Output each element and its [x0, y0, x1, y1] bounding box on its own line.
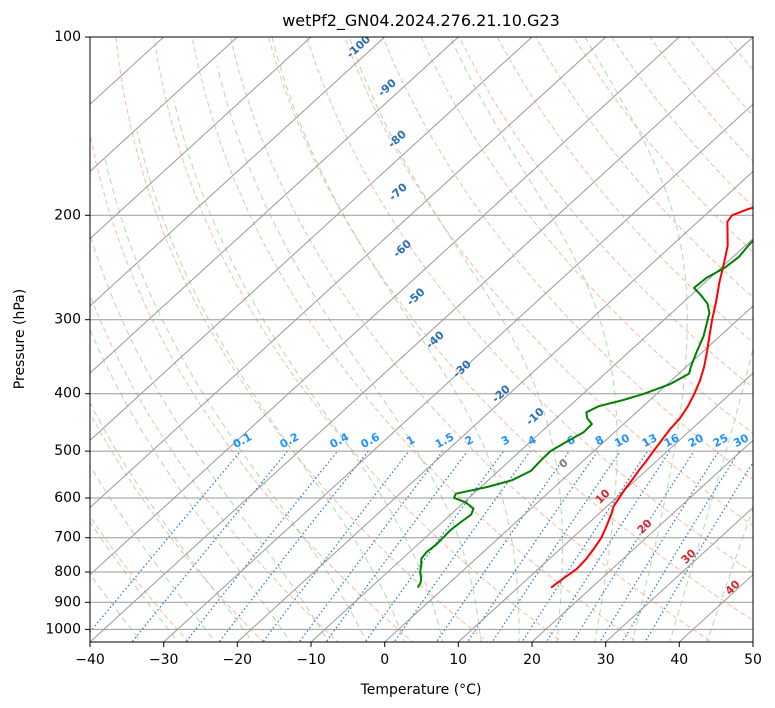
x-axis-ticks: −40 −30 −20 −10 0 10 20 30 40 50	[75, 642, 762, 668]
x-tick-label: 20	[523, 652, 541, 668]
mixing-ratio-label: 30	[731, 431, 751, 450]
moist-adiabat-line	[271, 37, 520, 642]
x-tick-label: 0	[380, 652, 389, 668]
x-tick-label: −20	[223, 652, 253, 668]
isotherm-line	[90, 37, 607, 509]
mixing-ratio-label: 13	[640, 431, 660, 450]
y-tick-label: 1000	[45, 621, 81, 637]
moist-adiabat-line	[104, 157, 367, 642]
mixing-ratio-line	[364, 450, 505, 642]
mixing-ratio-line	[545, 450, 671, 642]
moist-adiabat-line	[706, 507, 753, 642]
isotherm-line	[90, 37, 238, 173]
y-tick-label: 400	[54, 386, 81, 402]
mixing-ratio-line	[262, 450, 410, 642]
x-tick-label: 50	[744, 652, 762, 668]
plot-area: -100-90-80-70-60-50-40-30-20-10 0.1 0.2 0.…	[90, 37, 753, 642]
x-tick-label: 10	[449, 652, 467, 668]
mixing-ratio-line	[435, 450, 570, 642]
isotherm-line	[90, 37, 753, 642]
moist-adiabat-line	[90, 232, 329, 642]
moist-adiabat-line	[90, 401, 254, 642]
y-axis-label: Pressure (hPa)	[12, 289, 28, 389]
moist-adiabat-line	[90, 464, 216, 642]
dry-adiabat-line	[420, 37, 753, 435]
mixing-ratio-line	[491, 450, 621, 642]
dry-adiabat-line	[153, 37, 564, 642]
y-tick-label: 200	[54, 207, 81, 223]
mixing-ratio-line	[521, 450, 649, 642]
moist-adiabat-line	[136, 130, 406, 642]
y-tick-label: 300	[54, 312, 81, 328]
mixing-ratio-label: 10	[612, 431, 632, 450]
y-tick-label: 700	[54, 530, 81, 546]
isotherm-line	[310, 237, 753, 642]
dry-adiabat-line	[90, 293, 339, 642]
dry-adiabat-line	[611, 37, 753, 208]
isotherm-line	[384, 305, 753, 642]
y-tick-label: 800	[54, 564, 81, 580]
mixing-ratio-line	[393, 450, 531, 642]
dry-adiabat-line	[268, 37, 753, 622]
sounding-profiles	[416, 206, 753, 589]
isotherm-line	[531, 439, 753, 642]
dry-adiabats	[90, 37, 753, 642]
dry-adiabat-line	[496, 37, 753, 344]
y-axis-ticks: 100 200 300 400 500 600 700 800 900 1000	[45, 29, 90, 637]
isotherms	[90, 37, 753, 642]
chart-title: wetPf2_GN04.2024.276.21.10.G23	[282, 11, 560, 31]
dry-adiabat-line	[191, 37, 638, 642]
x-tick-label: −40	[75, 652, 105, 668]
moist-adiabat-line	[348, 37, 563, 642]
mixing-ratio-line	[184, 450, 339, 642]
isotherm-line	[90, 37, 459, 374]
isotherm-line	[605, 506, 753, 642]
dry-adiabat-line	[90, 131, 414, 642]
plot-frame	[89, 36, 754, 643]
x-tick-label: −30	[149, 652, 179, 668]
isotherm-line	[90, 37, 533, 442]
dry-adiabat-line	[344, 37, 753, 527]
x-tick-label: 40	[670, 652, 688, 668]
moist-adiabat-line	[90, 328, 291, 642]
dry-adiabat-line	[535, 37, 753, 298]
moist-adiabat-line	[90, 572, 142, 642]
dry-adiabat-line	[382, 37, 753, 481]
isotherm-line	[163, 103, 753, 642]
temperature-line	[550, 206, 753, 589]
moist-adiabat-line	[173, 100, 444, 642]
moist-adiabat-line	[216, 66, 482, 642]
y-tick-label: 600	[54, 490, 81, 506]
mixing-ratio-label: 16	[662, 431, 682, 450]
dry-adiabat-line	[90, 515, 190, 642]
mixing-ratio-label: 25	[711, 431, 731, 450]
y-tick-label: 900	[54, 594, 81, 610]
mixing-ratio-line	[644, 461, 753, 642]
isotherm-line	[90, 37, 680, 576]
isobars	[90, 37, 753, 630]
dry-adiabat-line	[229, 37, 713, 642]
isotherm-line	[90, 37, 386, 307]
moist-adiabat-line	[90, 520, 179, 642]
isotherm-line	[457, 372, 753, 642]
mixing-ratio-line	[218, 450, 369, 642]
dry-adiabat-line	[115, 37, 489, 642]
dewpoint-line	[416, 239, 753, 589]
x-tick-label: −10	[296, 652, 326, 668]
mixing-ratio-label: 20	[686, 431, 706, 450]
x-tick-label: 30	[597, 652, 615, 668]
x-axis-label: Temperature (°C)	[360, 682, 482, 698]
dry-adiabat-line	[306, 37, 753, 574]
moist-adiabat-line	[449, 37, 618, 642]
y-tick-label: 100	[54, 29, 81, 45]
y-tick-label: 500	[54, 443, 81, 459]
isotherm-line	[236, 170, 753, 642]
isotherm-line	[90, 37, 312, 240]
